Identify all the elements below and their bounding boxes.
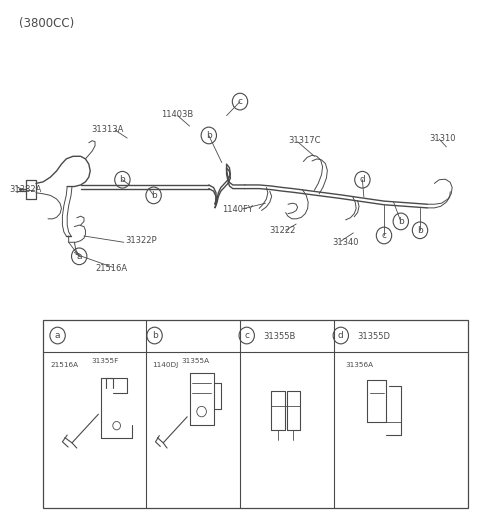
Text: 11403B: 11403B <box>161 110 193 119</box>
Text: 21516A: 21516A <box>50 362 79 368</box>
Text: 31310: 31310 <box>430 133 456 143</box>
Bar <box>43 320 468 508</box>
Text: d: d <box>360 175 365 184</box>
Text: b: b <box>120 175 125 184</box>
Text: b: b <box>206 131 212 140</box>
Text: 21516A: 21516A <box>95 264 127 273</box>
Text: a: a <box>55 331 60 340</box>
Text: 31313A: 31313A <box>91 125 123 134</box>
Text: 31355B: 31355B <box>263 331 295 341</box>
Text: 31355D: 31355D <box>357 331 390 341</box>
Text: 31340: 31340 <box>332 238 359 247</box>
Text: c: c <box>382 231 386 240</box>
Text: 1140DJ: 1140DJ <box>153 362 179 368</box>
Text: 31356A: 31356A <box>346 362 374 368</box>
Text: 1140FY: 1140FY <box>222 205 252 214</box>
Text: b: b <box>152 331 157 340</box>
Text: b: b <box>417 226 423 235</box>
Text: c: c <box>244 331 249 340</box>
Text: 31382A: 31382A <box>10 185 42 194</box>
Text: a: a <box>76 252 82 261</box>
Text: d: d <box>338 331 344 340</box>
Text: 31355F: 31355F <box>91 357 119 364</box>
Text: 31317C: 31317C <box>288 136 321 145</box>
Text: (3800CC): (3800CC) <box>19 17 74 30</box>
Text: c: c <box>238 97 242 106</box>
Text: b: b <box>398 217 404 226</box>
Text: 31322P: 31322P <box>126 236 157 245</box>
Text: 31355A: 31355A <box>181 357 210 364</box>
Text: 31222: 31222 <box>269 226 295 235</box>
Text: b: b <box>151 191 156 200</box>
